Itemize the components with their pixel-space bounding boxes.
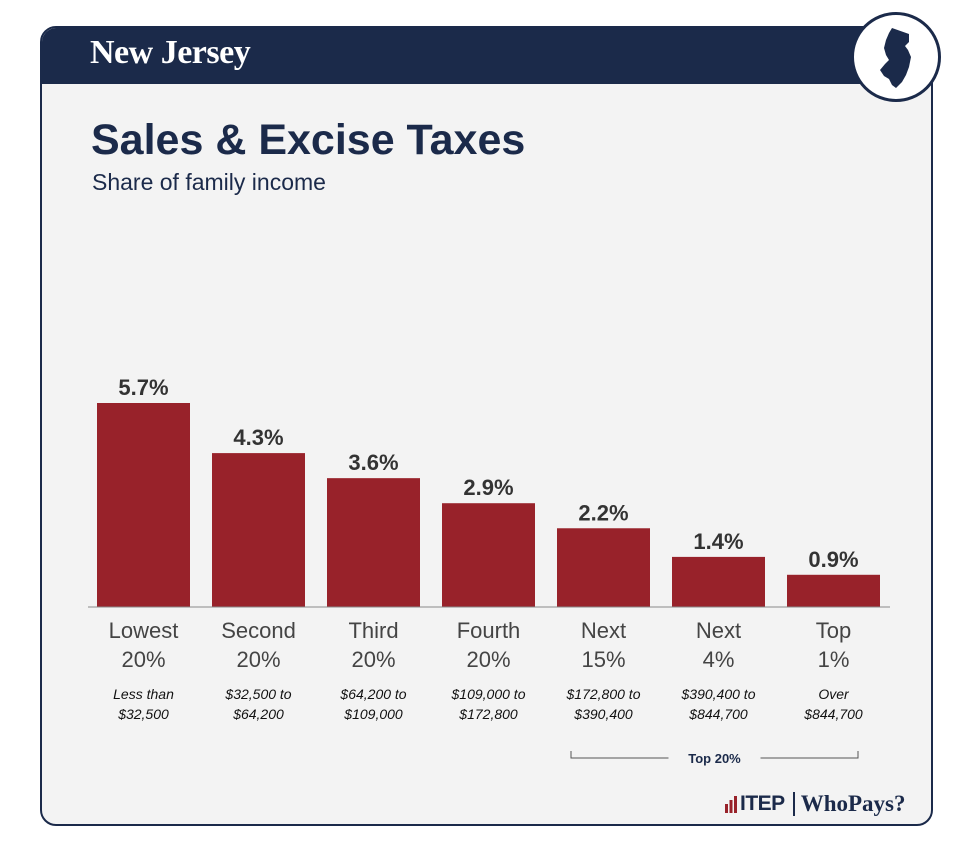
bar (442, 503, 535, 607)
bar (672, 556, 765, 607)
category-label: 1% (818, 647, 850, 672)
income-range-label: $390,400 to (681, 686, 756, 702)
category-label: Third (348, 618, 398, 643)
category-label: Fourth (457, 618, 521, 643)
income-range-label: $844,700 (688, 706, 748, 722)
category-label: Second (221, 618, 296, 643)
category-label: 4% (703, 647, 735, 672)
income-range-label: $109,000 (343, 706, 403, 722)
income-range-label: Less than (113, 686, 174, 702)
category-label: Next (696, 618, 741, 643)
category-label: 20% (121, 647, 165, 672)
bar-value-label: 4.3% (233, 425, 283, 450)
income-range-label: $64,200 to (339, 686, 406, 702)
itep-bars-icon (725, 796, 737, 813)
income-range-label: $844,700 (803, 706, 863, 722)
category-label: Next (581, 618, 626, 643)
itep-logo-text: ITEP (740, 792, 785, 815)
bar-value-label: 1.4% (693, 529, 743, 554)
category-label: 15% (581, 647, 625, 672)
income-range-label: $64,200 (232, 706, 284, 722)
category-label: Top (816, 618, 851, 643)
header-bar: New Jersey (42, 28, 931, 84)
income-range-label: $32,500 (117, 706, 169, 722)
income-range-label: $172,800 (458, 706, 518, 722)
category-label: 20% (236, 647, 280, 672)
income-range-label: Over (818, 686, 850, 702)
income-range-label: $109,000 to (451, 686, 526, 702)
income-range-label: $172,800 to (566, 686, 641, 702)
bar (557, 528, 650, 607)
bar-value-label: 2.2% (578, 500, 628, 525)
category-label: Lowest (109, 618, 179, 643)
bar-value-label: 0.9% (808, 547, 858, 572)
chart-subtitle: Share of family income (92, 169, 326, 195)
category-label: 20% (466, 647, 510, 672)
state-name: New Jersey (90, 34, 251, 71)
bar (97, 403, 190, 607)
bar-value-label: 3.6% (348, 450, 398, 475)
new-jersey-map-icon (851, 12, 941, 102)
footer-logo: ITEP WhoPays? (725, 788, 905, 820)
bracket-label: Top 20% (688, 751, 741, 766)
income-range-label: $32,500 to (224, 686, 291, 702)
bracket-line-right (760, 751, 859, 759)
whopays-logo-text: WhoPays? (800, 791, 906, 816)
bar-value-label: 2.9% (463, 475, 513, 500)
chart-title: Sales & Excise Taxes (91, 116, 526, 164)
bar-value-label: 5.7% (118, 375, 168, 400)
bar (787, 574, 880, 607)
bracket-line-left (570, 751, 669, 759)
logo-divider (792, 792, 795, 816)
bar (327, 478, 420, 607)
category-label: 20% (351, 647, 395, 672)
income-range-label: $390,400 (573, 706, 633, 722)
bar (212, 453, 305, 607)
